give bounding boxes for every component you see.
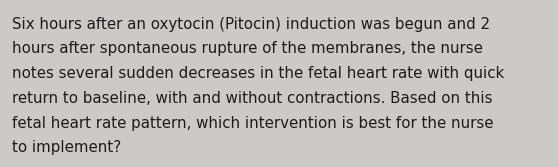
Text: fetal heart rate pattern, which intervention is best for the nurse: fetal heart rate pattern, which interven…	[12, 116, 494, 131]
Text: Six hours after an oxytocin (Pitocin) induction was begun and 2: Six hours after an oxytocin (Pitocin) in…	[12, 17, 490, 32]
Text: return to baseline, with and without contractions. Based on this: return to baseline, with and without con…	[12, 91, 493, 106]
Text: hours after spontaneous rupture of the membranes, the nurse: hours after spontaneous rupture of the m…	[12, 41, 483, 56]
Text: to implement?: to implement?	[12, 140, 122, 155]
Text: notes several sudden decreases in the fetal heart rate with quick: notes several sudden decreases in the fe…	[12, 66, 504, 81]
